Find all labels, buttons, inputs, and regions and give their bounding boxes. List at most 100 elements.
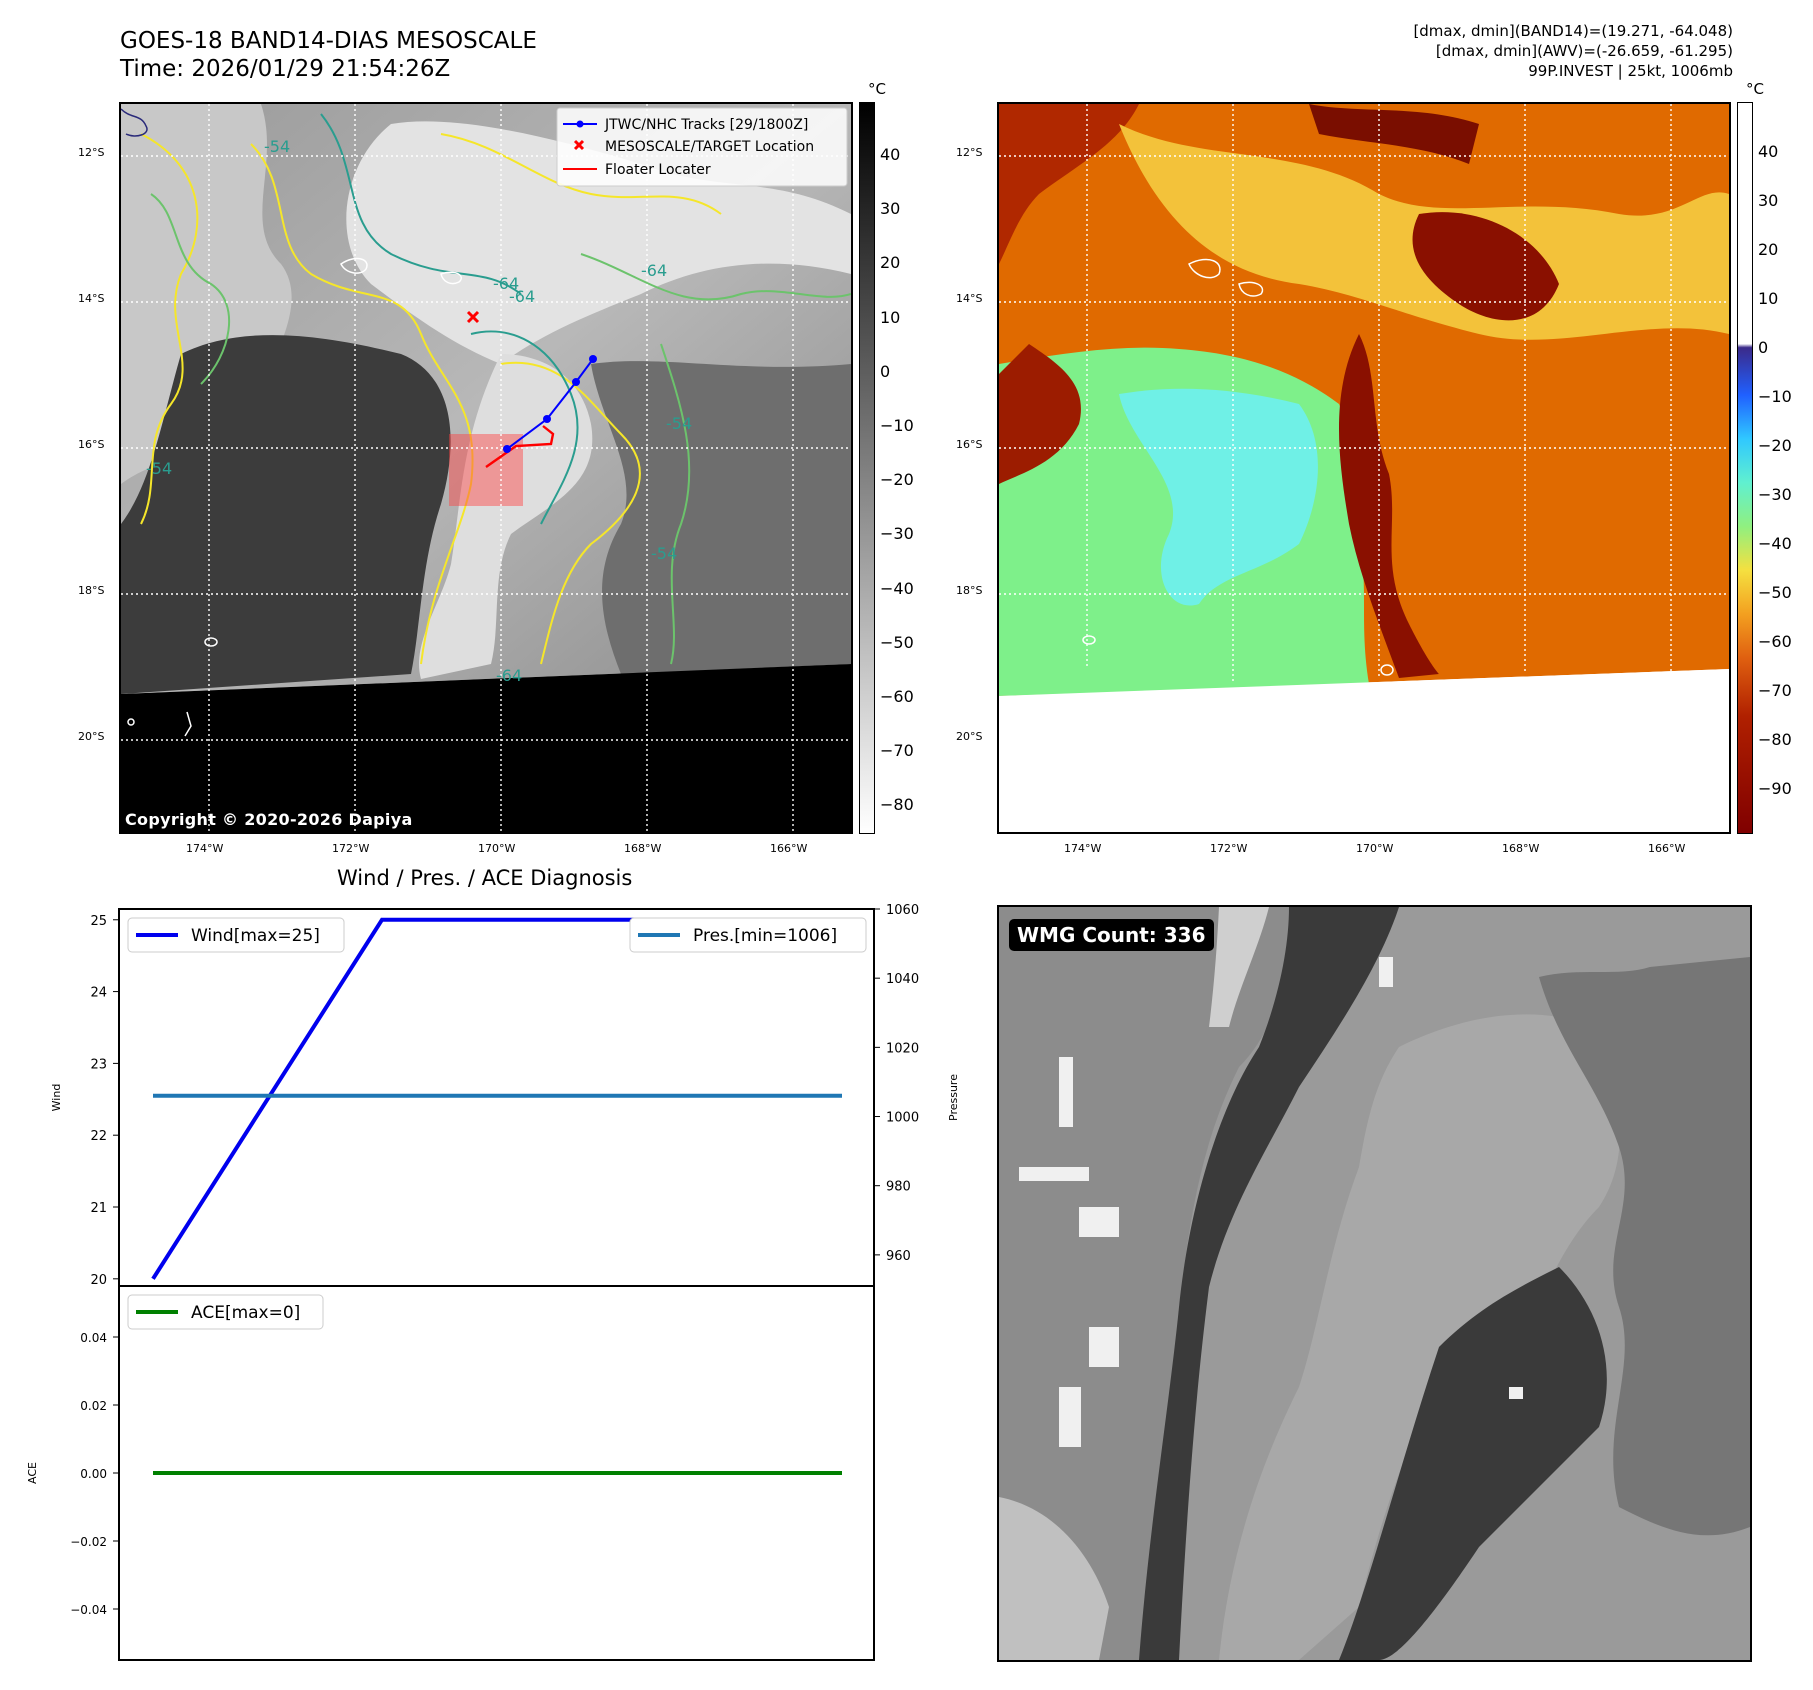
map-title: GOES-18 BAND14-DIAS MESOSCALE bbox=[120, 28, 537, 54]
wind-tick-label: 24 bbox=[90, 986, 107, 1001]
colorbar-tick-label: −40 bbox=[1758, 534, 1792, 553]
colorbar-tick-label: 0 bbox=[880, 361, 891, 381]
stats-awv: [dmax, dmin](AWV)=(-26.659, -61.295) bbox=[1435, 42, 1733, 60]
colorbar-tick-label: −60 bbox=[1758, 632, 1792, 651]
colorbar-tick-label: 10 bbox=[1758, 289, 1779, 308]
wmg-image bbox=[999, 907, 1750, 1660]
pressure-tick-label: 1020 bbox=[886, 1041, 919, 1056]
colorbar-color bbox=[1737, 102, 1753, 834]
legend-target-label: MESOSCALE/TARGET Location bbox=[605, 139, 814, 155]
lon-label: 168°W bbox=[1502, 842, 1540, 855]
floater-locater-line bbox=[485, 425, 555, 468]
ace-legend-box bbox=[127, 1294, 324, 1330]
awv-map-image bbox=[999, 104, 1729, 832]
contour-label: -54 bbox=[264, 137, 290, 156]
colorbar-tick-label: −10 bbox=[880, 416, 914, 435]
lon-label: 170°W bbox=[478, 842, 516, 855]
pressure-tick-label: 1060 bbox=[886, 903, 919, 918]
track-point bbox=[589, 355, 597, 363]
colorbar-tick-label: 40 bbox=[1758, 142, 1779, 161]
track-point bbox=[543, 415, 551, 423]
map-legend: JTWC/NHC Tracks [29/1800Z] MESOSCALE/TAR… bbox=[556, 107, 848, 187]
lat-label: 16°S bbox=[78, 438, 105, 451]
pressure-tick-label: 1000 bbox=[886, 1111, 919, 1126]
lon-label: 168°W bbox=[624, 842, 662, 855]
contour-label: -54 bbox=[651, 544, 677, 563]
colorbar-tick-label: 0 bbox=[1758, 338, 1769, 357]
wind-axis-label: Wind bbox=[50, 1084, 63, 1112]
colorbar-tick-label: 40 bbox=[880, 145, 901, 164]
legend-floater-label: Floater Locater bbox=[605, 162, 711, 178]
lon-label: 174°W bbox=[1064, 842, 1102, 855]
colorbar-tick-label: −70 bbox=[880, 741, 914, 761]
pressure-legend-label: Pres.[min=1006] bbox=[693, 926, 837, 946]
track-point bbox=[503, 445, 511, 453]
lat-label: 12°S bbox=[78, 146, 105, 159]
lat-label: 20°S bbox=[78, 730, 105, 743]
jtwc-track-line bbox=[506, 358, 594, 450]
ace-tick-label: −0.02 bbox=[70, 1535, 107, 1549]
colorbar-color-unit: °C bbox=[1746, 80, 1764, 98]
contour-label: -64 bbox=[641, 261, 667, 280]
ir-map-image: -54 -64 -64 -64 -64 -54 -54 -54 bbox=[121, 104, 851, 832]
contour-label: -54 bbox=[666, 414, 692, 433]
wind-tick-label: 21 bbox=[90, 1201, 107, 1216]
map-time: Time: 2026/01/29 21:54:26Z bbox=[120, 56, 451, 82]
lon-label: 170°W bbox=[1356, 842, 1394, 855]
colorbar-tick-label: −30 bbox=[880, 524, 914, 544]
ace-tick-label: 0.04 bbox=[80, 1331, 107, 1345]
ace-axis-label: ACE bbox=[26, 1462, 39, 1484]
wmg-panel bbox=[997, 905, 1752, 1662]
track-point bbox=[572, 378, 580, 386]
lon-label: 172°W bbox=[332, 842, 370, 855]
pressure-tick-label: 1040 bbox=[886, 972, 919, 987]
wind-legend-label: Wind[max=25] bbox=[191, 926, 320, 946]
copyright-text: Copyright © 2020-2026 Dapiya bbox=[125, 810, 413, 829]
awv-map-panel bbox=[997, 102, 1731, 834]
colorbar-tick-label: 30 bbox=[880, 199, 901, 219]
diagnosis-title: Wind / Pres. / ACE Diagnosis bbox=[337, 866, 633, 890]
ace-tick-label: 0.02 bbox=[80, 1399, 107, 1413]
wmg-count-badge: WMG Count: 336 bbox=[1009, 919, 1214, 951]
ace-legend-label: ACE[max=0] bbox=[191, 1303, 300, 1323]
colorbar-tick-label: −20 bbox=[880, 470, 914, 490]
colorbar-tick-label: −40 bbox=[880, 578, 914, 598]
wind-tick-label: 23 bbox=[90, 1057, 107, 1072]
lat-label: 16°S bbox=[956, 438, 983, 451]
lat-label: 14°S bbox=[956, 292, 983, 305]
ace-tick-label: 0.00 bbox=[80, 1467, 107, 1481]
colorbar-tick-label: −80 bbox=[880, 795, 914, 815]
pressure-tick-label: 960 bbox=[886, 1249, 911, 1264]
target-marker bbox=[466, 310, 480, 324]
lat-label: 18°S bbox=[956, 584, 983, 597]
colorbar-tick-label: −60 bbox=[880, 687, 914, 706]
colorbar-tick-label: 10 bbox=[880, 307, 901, 327]
colorbar-tick-label: 20 bbox=[1758, 240, 1779, 259]
ace-tick-label: −0.04 bbox=[70, 1603, 107, 1617]
diagnosis-chart: 20 21 22 23 24 25 960 980 1000 1020 1040 1060 Wind Pr… bbox=[26, 903, 960, 1661]
contour-label: -64 bbox=[493, 274, 519, 293]
wind-pressure-chart: 20 21 22 23 24 25 960 980 1000 1020 1040 1060 Wind Pr… bbox=[50, 903, 960, 1288]
lat-label: 20°S bbox=[956, 730, 983, 743]
ir-map-panel: -54 -64 -64 -64 -64 -54 -54 -54 bbox=[119, 102, 853, 834]
lon-label: 166°W bbox=[770, 842, 808, 855]
pressure-legend-box bbox=[629, 917, 867, 953]
colorbar-tick-label: −80 bbox=[1758, 730, 1792, 749]
pressure-axis-label: Pressure bbox=[947, 1074, 960, 1121]
contour-label: -54 bbox=[146, 459, 172, 478]
wind-legend-box bbox=[127, 917, 345, 953]
colorbar-tick-label: −30 bbox=[1758, 485, 1792, 504]
colorbar-tick-label: 20 bbox=[880, 253, 901, 273]
lon-label: 174°W bbox=[186, 842, 224, 855]
legend-jtwc-label: JTWC/NHC Tracks [29/1800Z] bbox=[604, 117, 808, 133]
lat-label: 14°S bbox=[78, 292, 105, 305]
lat-label: 12°S bbox=[956, 146, 983, 159]
lat-label: 18°S bbox=[78, 584, 105, 597]
stats-storm: 99P.INVEST | 25kt, 1006mb bbox=[1528, 62, 1733, 80]
lon-label: 172°W bbox=[1210, 842, 1248, 855]
wind-tick-label: 22 bbox=[90, 1129, 107, 1144]
pressure-tick-label: 980 bbox=[886, 1180, 911, 1195]
colorbar-tick-label: 30 bbox=[1758, 191, 1779, 210]
stats-band14: [dmax, dmin](BAND14)=(19.271, -64.048) bbox=[1413, 22, 1733, 40]
colorbar-gray-unit: °C bbox=[868, 80, 886, 98]
